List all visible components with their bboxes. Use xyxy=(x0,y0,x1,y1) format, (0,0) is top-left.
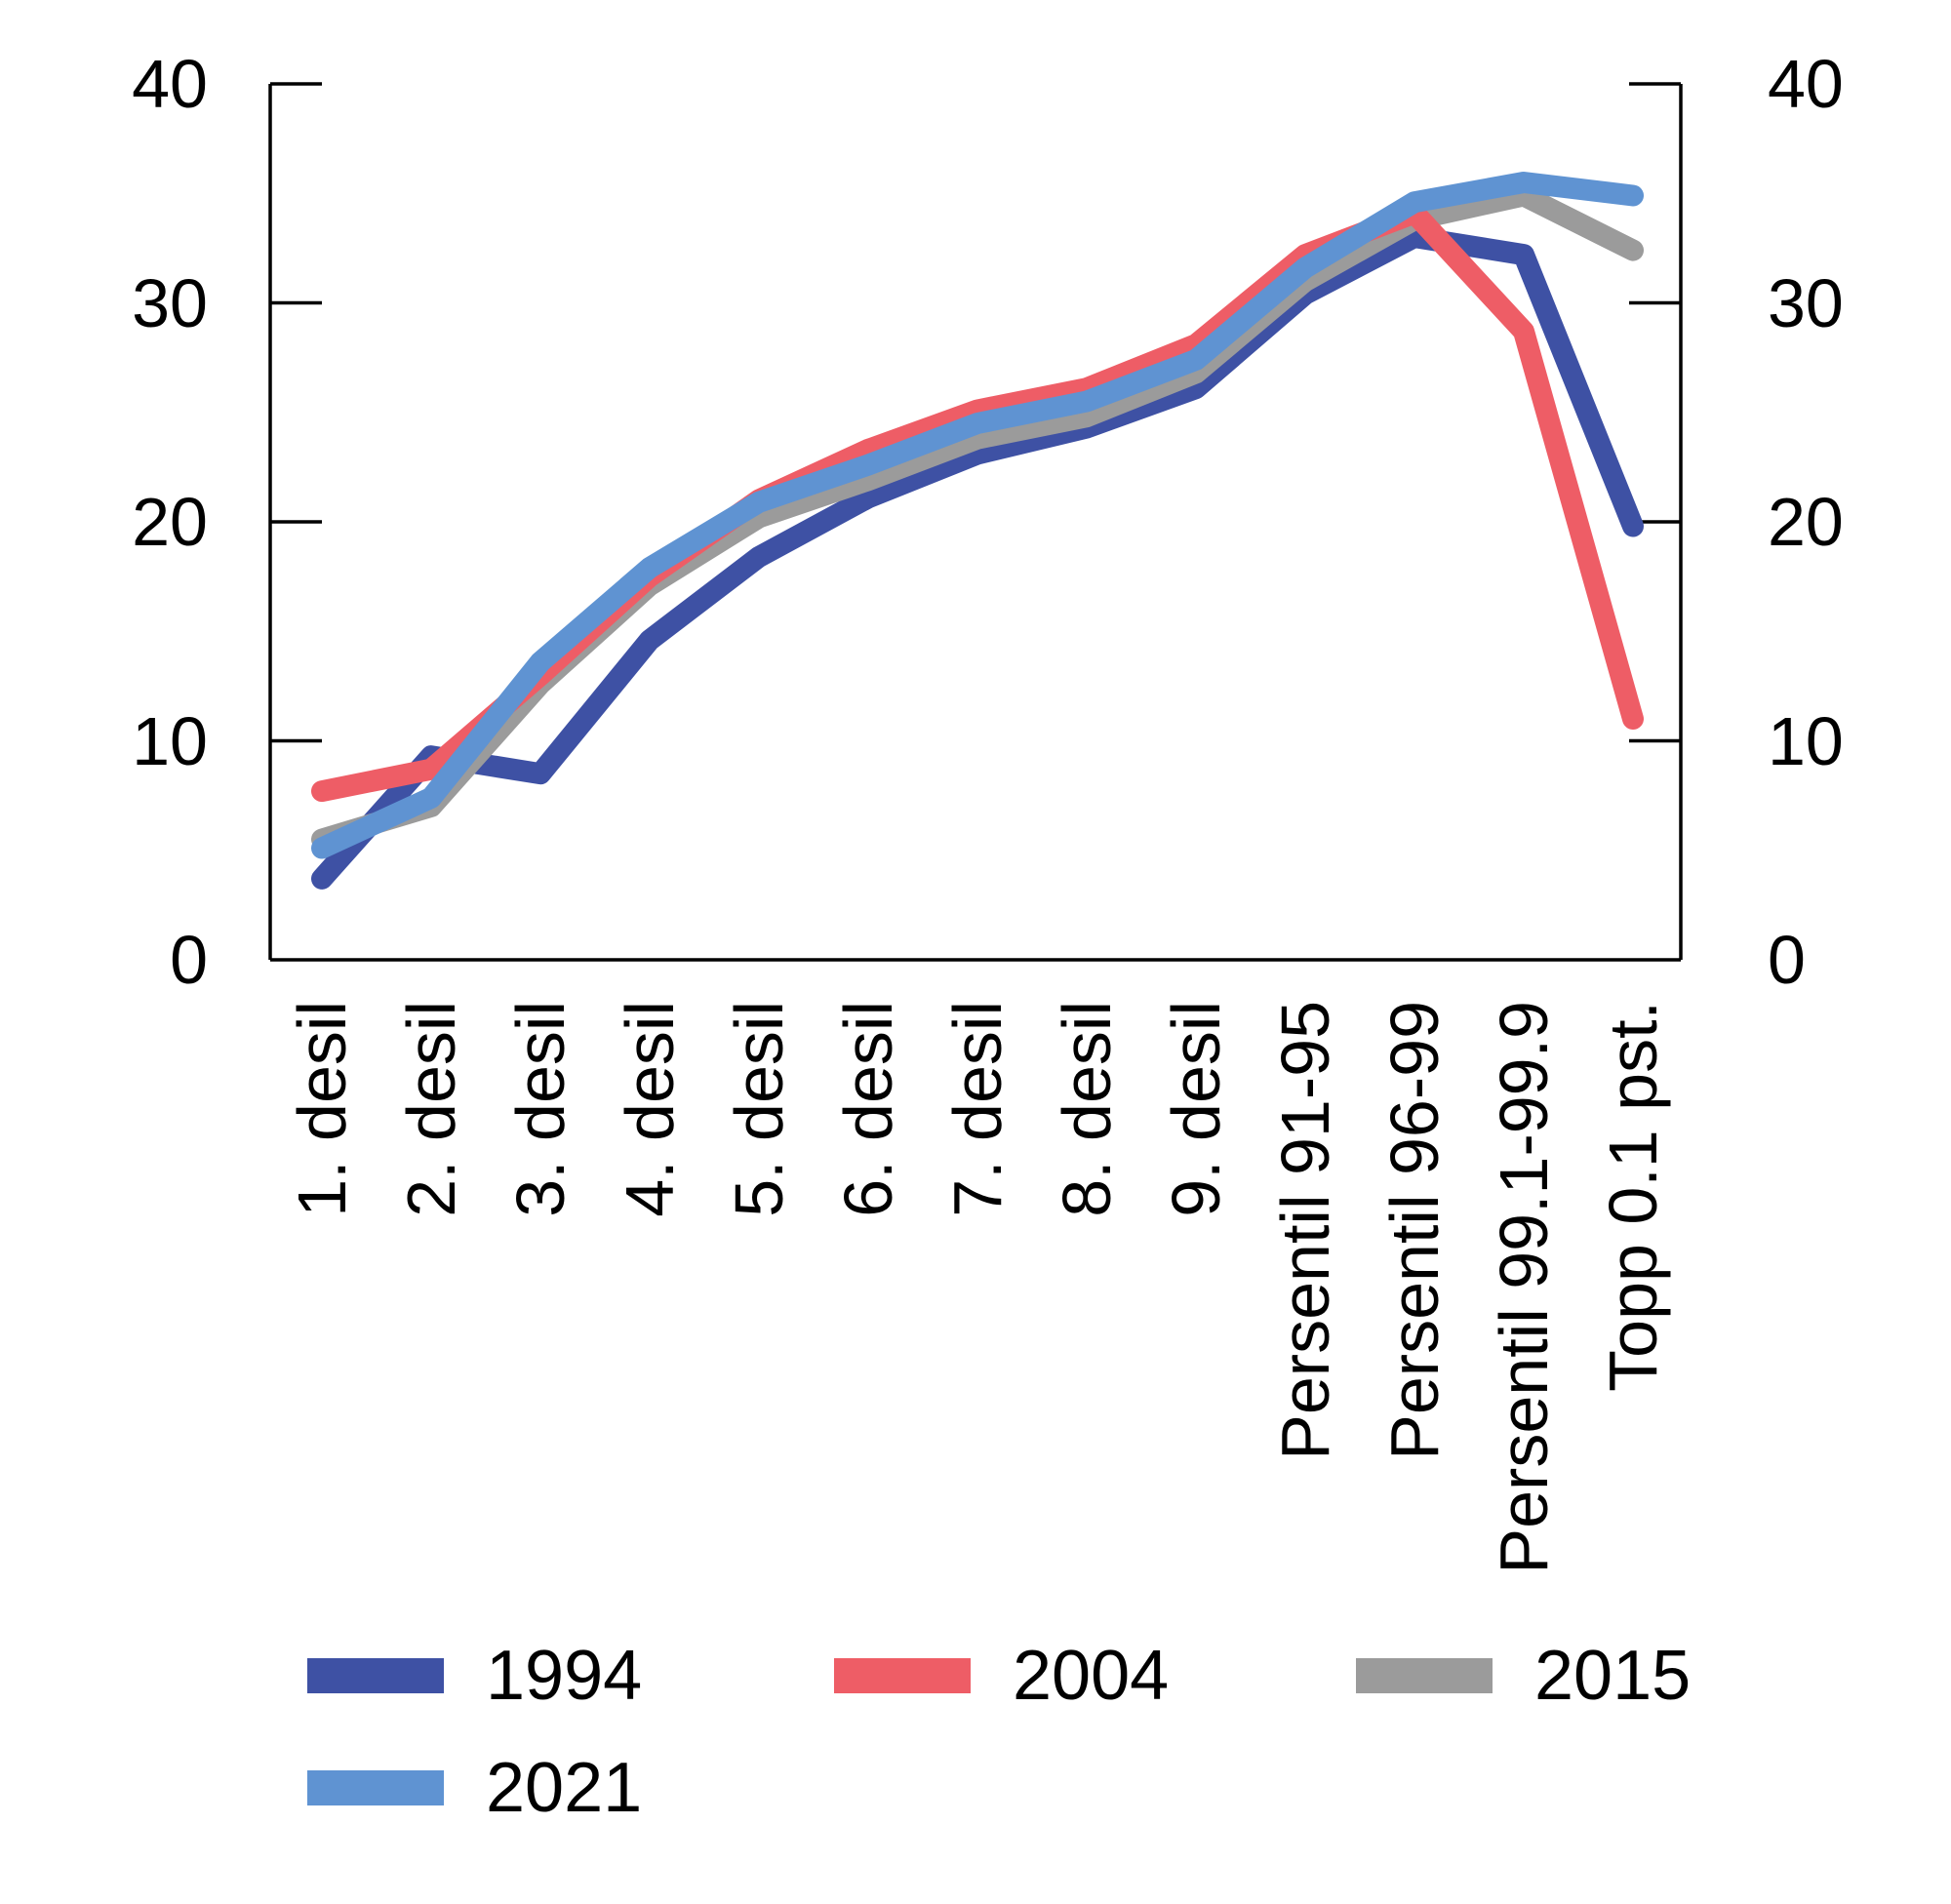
y-tick-label-right-40: 40 xyxy=(1768,46,1844,122)
series-line-1994 xyxy=(311,226,1644,890)
x-category-label-text: Persentil 99.1-99.9 xyxy=(1486,1001,1562,1574)
legend-label-2004: 2004 xyxy=(1013,1637,1170,1715)
y-tick-label-left-10: 10 xyxy=(132,703,208,779)
legend-label-2021: 2021 xyxy=(486,1749,643,1827)
legend-swatch-2015 xyxy=(1356,1658,1493,1693)
x-category-label-text: 5. desil xyxy=(721,1001,797,1217)
x-category-label-text: Topp 0.1 pst. xyxy=(1595,1001,1671,1392)
y-tick-label-left-0: 0 xyxy=(170,922,208,998)
legend-swatch-2021 xyxy=(307,1770,444,1805)
y-tick-label-right-30: 30 xyxy=(1768,265,1844,341)
x-category-label-text: 8. desil xyxy=(1049,1001,1125,1217)
x-category-label-text: Persentil 96-99 xyxy=(1376,1001,1453,1460)
y-tick-label-left-30: 30 xyxy=(132,265,208,341)
x-category-label-text: 3. desil xyxy=(502,1001,578,1217)
x-category-label-text: 9. desil xyxy=(1158,1001,1234,1217)
series-line-2015 xyxy=(311,184,1644,851)
legend-swatch-1994 xyxy=(307,1658,444,1693)
x-category-label-text: 7. desil xyxy=(939,1001,1015,1217)
axes-and-ticks xyxy=(268,82,1683,962)
legend-label-1994: 1994 xyxy=(486,1637,643,1715)
y-tick-label-left-40: 40 xyxy=(132,46,208,122)
y-tick-label-right-10: 10 xyxy=(1768,703,1844,779)
legend-label-2015: 2015 xyxy=(1534,1637,1692,1715)
y-tick-label-right-0: 0 xyxy=(1768,922,1806,998)
y-tick-label-right-20: 20 xyxy=(1768,484,1844,560)
x-category-label-text: 4. desil xyxy=(612,1001,688,1217)
x-category-label-text: Persentil 91-95 xyxy=(1267,1001,1343,1460)
series-line-2021 xyxy=(311,172,1644,859)
x-category-label-text: 2. desil xyxy=(393,1001,469,1217)
y-tick-label-left-20: 20 xyxy=(132,484,208,560)
x-category-label-text: 6. desil xyxy=(830,1001,906,1217)
legend-swatch-2004 xyxy=(834,1658,971,1693)
x-category-label-text: 1. desil xyxy=(284,1001,360,1217)
